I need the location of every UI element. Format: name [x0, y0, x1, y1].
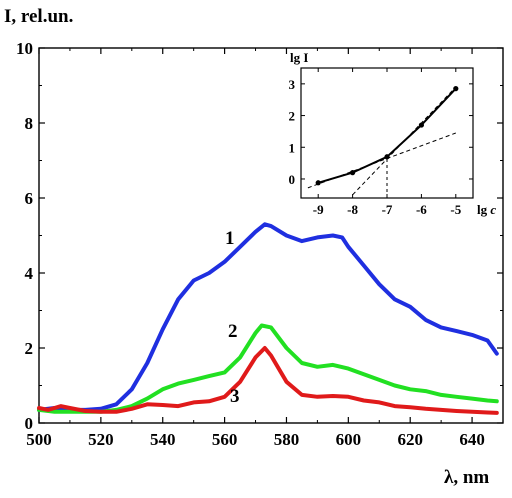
series-label-2: 2	[228, 321, 238, 342]
inset-y-tick-label: 2	[289, 109, 296, 124]
inset-x-tick-label: -5	[450, 202, 461, 217]
main-series-group	[37, 222, 499, 415]
inset-x-tick-label: -9	[313, 202, 324, 217]
y-tick-label: 10	[16, 39, 33, 58]
x-tick-label: 620	[397, 430, 423, 449]
inset-fit-line-2	[352, 86, 457, 196]
inset-point	[384, 154, 390, 160]
x-axis-label: λ, nm	[444, 467, 489, 488]
x-tick-label: 500	[26, 430, 52, 449]
inset-x-label: lg c	[477, 202, 496, 217]
inset-point	[315, 180, 321, 186]
x-tick-label: 540	[150, 430, 176, 449]
series-line-2	[37, 323, 499, 414]
series-label-1: 1	[225, 228, 235, 249]
y-tick-label: 6	[25, 189, 34, 208]
inset-y-tick-label: 1	[289, 140, 296, 155]
x-tick-label: 520	[88, 430, 114, 449]
y-tick-label: 0	[25, 414, 34, 433]
inset-x-label-var: c	[490, 202, 496, 217]
x-tick-label: 640	[459, 430, 485, 449]
y-tick-label: 8	[25, 114, 34, 133]
inset-x-tick-label: -6	[416, 202, 427, 217]
series-line-1	[37, 222, 499, 412]
inset-point	[418, 122, 424, 128]
series-label-3: 3	[230, 386, 240, 407]
inset-point	[350, 170, 356, 176]
y-tick-label: 4	[25, 264, 34, 283]
y-tick-label: 2	[25, 339, 34, 358]
inset-y-tick-label: 3	[289, 77, 296, 92]
inset-y-tick-label: 0	[289, 172, 296, 187]
y-axis-label: I, rel.un.	[4, 6, 73, 27]
series-labels: 1 2 3	[225, 228, 240, 407]
inset-point	[453, 86, 459, 92]
inset-x-tick-label: -7	[382, 202, 393, 217]
inset-fit-line-1	[307, 132, 456, 189]
x-tick-label: 600	[336, 430, 362, 449]
x-tick-label: 560	[212, 430, 238, 449]
inset-plot: -9 -8 -7 -6 -5 0 1 2 3 lg c	[289, 67, 496, 217]
x-tick-label: 580	[274, 430, 300, 449]
inset-y-label: lg I	[290, 50, 308, 65]
series-line-3	[37, 346, 499, 415]
inset-x-tick-label: -8	[347, 202, 358, 217]
inset-x-label-main: lg	[477, 202, 490, 217]
